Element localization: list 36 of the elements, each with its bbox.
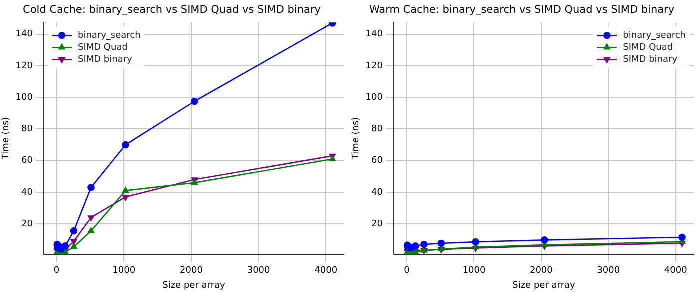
y-tick-label: 40 (22, 188, 34, 198)
x-tick-label: 4000 (664, 266, 688, 276)
x-tick-label: 4000 (314, 266, 338, 276)
y-tick-label: 80 (22, 124, 34, 135)
y-tick-label: 120 (366, 61, 384, 72)
x-axis-title: Size per array (512, 280, 576, 291)
x-tick-label: 0 (404, 266, 410, 276)
x-tick-label: 3000 (597, 266, 620, 276)
x-tick-label: 1000 (462, 266, 486, 276)
x-tick-label: 0 (54, 266, 60, 276)
y-tick-label: 40 (372, 188, 384, 198)
legend-label: SIMD binary (623, 54, 678, 65)
x-axis-title: Size per array (162, 280, 226, 291)
legend-label: SIMD Quad (78, 42, 128, 53)
y-tick-label: 140 (16, 30, 34, 40)
chart-title: Cold Cache: binary_search vs SIMD Quad vs SIMD binary (23, 4, 321, 16)
y-tick-label: 60 (372, 156, 384, 166)
legend-label: binary_search (623, 30, 686, 41)
y-tick-label: 80 (372, 124, 384, 135)
legend-label: binary_search (78, 30, 141, 41)
y-tick-label: 60 (22, 156, 34, 166)
y-axis-title: Time (ns) (352, 117, 362, 161)
legend-label: SIMD binary (78, 54, 134, 65)
y-tick-label: 20 (22, 219, 34, 230)
y-tick-label: 20 (372, 219, 384, 230)
y-axis-title: Time (ns) (2, 117, 12, 161)
y-tick-label: 100 (16, 92, 34, 103)
x-tick-label: 2000 (530, 266, 554, 276)
y-tick-label: 100 (366, 92, 384, 103)
y-tick-label: 120 (16, 61, 34, 72)
x-tick-label: 3000 (247, 266, 271, 276)
legend-label: SIMD Quad (623, 42, 674, 53)
chart-title: Warm Cache: binary_search vs SIMD Quad vs SIMD binary (369, 4, 675, 16)
x-tick-label: 1000 (112, 266, 136, 276)
y-tick-label: 140 (366, 30, 384, 40)
x-tick-label: 2000 (180, 266, 204, 276)
